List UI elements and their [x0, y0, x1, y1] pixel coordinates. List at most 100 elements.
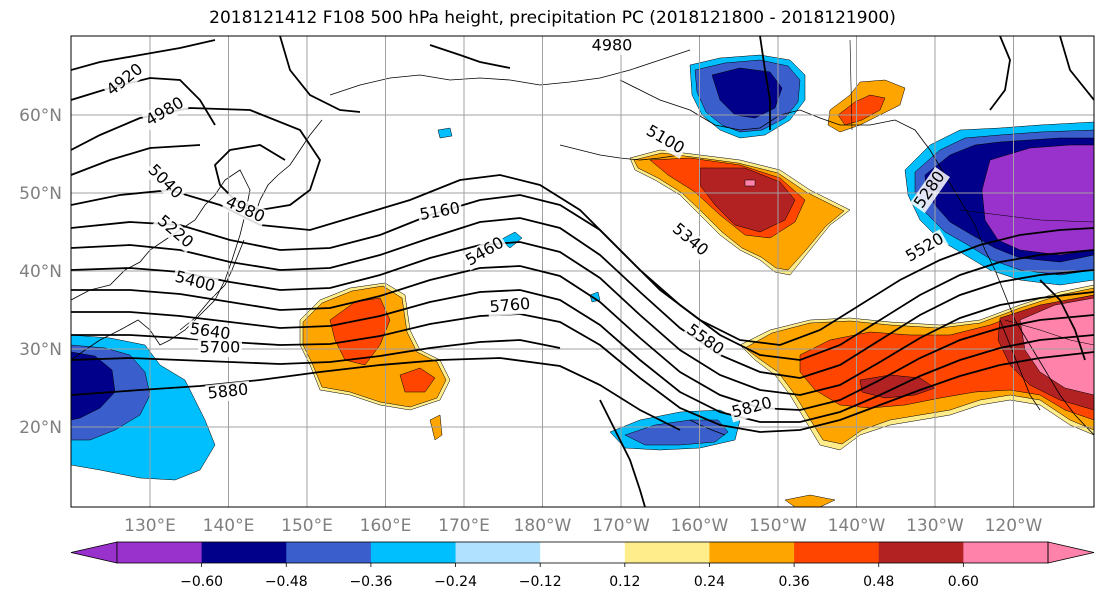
graticule: [71, 36, 1094, 507]
longitude-label: 170°E: [438, 516, 490, 536]
longitude-label: 180°W: [514, 516, 572, 536]
colorbar-segment: [540, 542, 626, 563]
contour-label-bg: [221, 192, 269, 228]
height-contour-line: [429, 44, 511, 69]
longitude-label: 140°E: [203, 516, 255, 536]
contour-label-bg: [461, 233, 509, 271]
latitude-labels: 60°N 50°N 40°N 30°N 20°N: [19, 106, 62, 438]
coastline-alaska: [619, 79, 1094, 436]
height-contour-line: [71, 217, 1094, 379]
colorbar-tick-labels: −0.60 −0.48 −0.36 −0.24 −0.12 0.12 0.24 0.36 0.4…: [180, 563, 979, 590]
contour-label-bg: [901, 229, 949, 267]
colorbar-outline: [116, 541, 1049, 564]
contour-label-bg: [667, 218, 713, 262]
latitude-label: 30°N: [19, 340, 62, 360]
contour-label-bg: [416, 199, 464, 225]
contour-label-bg: [186, 320, 234, 344]
longitude-label: 150°E: [281, 516, 333, 536]
contour-label-bg: [590, 37, 634, 55]
height-contour-line: [71, 241, 1094, 396]
height-contour-line: [71, 357, 681, 431]
coastline-aleutians: [559, 144, 681, 161]
colorbar-segment: [201, 542, 287, 563]
contour-label: 5880: [207, 379, 249, 402]
contour-label-bg: [102, 59, 148, 101]
colorbar-tick-label: 0.24: [694, 574, 725, 590]
longitude-label: 150°W: [749, 516, 807, 536]
contour-label-bg: [681, 320, 729, 360]
coastline-kamchatka: [254, 119, 323, 216]
colorbar-segment: [878, 542, 964, 563]
colorbar-segment: [455, 542, 541, 563]
colorbar-segment: [794, 542, 880, 563]
longitude-label: 170°W: [592, 516, 650, 536]
latitude-label: 20°N: [19, 418, 62, 438]
colorbar-tick-label: 0.12: [609, 574, 640, 590]
colorbar-tick-label: −0.12: [519, 574, 562, 590]
border-usa-mexico: [1004, 319, 1094, 346]
height-contour-line: [279, 36, 361, 113]
latitude-label: 40°N: [19, 262, 62, 282]
latitude-label: 50°N: [19, 184, 62, 204]
map-frame: [70, 35, 1095, 508]
contour-label-bg: [152, 210, 198, 254]
precip-region-neg_060: [981, 144, 1094, 256]
colorbar-segment: [117, 542, 203, 563]
coastline-baja: [999, 319, 1041, 411]
colorbar-extend-min: [70, 541, 118, 564]
map-title: 2018121412 F108 500 hPa height, precipit…: [209, 8, 896, 28]
height-contour-line: [71, 39, 216, 71]
colorbar-tick-label: −0.60: [180, 574, 223, 590]
colorbar-segment: [286, 542, 372, 563]
colorbar: [70, 541, 1095, 564]
contour-label-bg: [641, 121, 689, 159]
height-contours: [71, 36, 1094, 507]
longitude-label: 120°W: [985, 516, 1043, 536]
height-contour-line: [71, 289, 1094, 423]
precip-region-neg_024: [437, 127, 453, 139]
colorbar-segment: [370, 542, 457, 563]
colorbar-tick-label: 0.60: [948, 574, 979, 590]
colorbar-tick-label: −0.48: [265, 574, 308, 590]
height-contour-line: [989, 36, 1011, 111]
height-contour-line: [1039, 279, 1086, 361]
height-contour-line: [1059, 36, 1094, 101]
height-contour-line: [759, 36, 771, 130]
colorbar-tick-label: 0.36: [779, 574, 810, 590]
contour-label-bg: [143, 160, 187, 204]
colorbar-segment: [709, 542, 795, 563]
longitude-label: 130°E: [124, 516, 176, 536]
height-contour-line: [71, 144, 201, 176]
height-contour-line: [71, 265, 1094, 411]
height-contour-line: [599, 399, 646, 507]
contour-label-bg: [198, 339, 242, 357]
height-contour-line: [71, 194, 1094, 361]
contour-label-bg: [728, 393, 776, 423]
longitude-label: 160°E: [360, 516, 412, 536]
latitude-label: 60°N: [19, 106, 62, 126]
colorbar-segment: [963, 542, 1049, 563]
height-contour-line: [71, 339, 561, 365]
height-contour-line: [71, 77, 216, 126]
contour-label-bg: [141, 93, 189, 131]
precip-region-pos_048: [699, 167, 796, 233]
contour-label-bg: [205, 380, 251, 404]
coastline-siberia-north: [329, 49, 691, 96]
longitude-label: 140°W: [828, 516, 886, 536]
colorbar-tick-label: −0.24: [434, 574, 477, 590]
contour-label-bg: [910, 166, 950, 214]
precip-region-pos_060: [744, 179, 756, 187]
precip-region-pos_036: [399, 367, 436, 393]
contour-label-bg: [487, 295, 533, 317]
longitude-labels: 130°E 140°E 150°E 160°E 170°E 180°W 170°W 160°W…: [124, 516, 1042, 536]
border-canada-usa: [959, 209, 1094, 223]
colorbar-segment: [624, 542, 710, 563]
longitude-label: 160°W: [671, 516, 729, 536]
colorbar-tick-label: 0.48: [863, 574, 894, 590]
contour-label: 5760: [489, 294, 531, 316]
contour-label-bg: [171, 267, 219, 297]
colorbar-tick-label: −0.36: [349, 574, 392, 590]
precipitation-fill-layer: [71, 54, 1094, 507]
longitude-label: 130°W: [906, 516, 964, 536]
